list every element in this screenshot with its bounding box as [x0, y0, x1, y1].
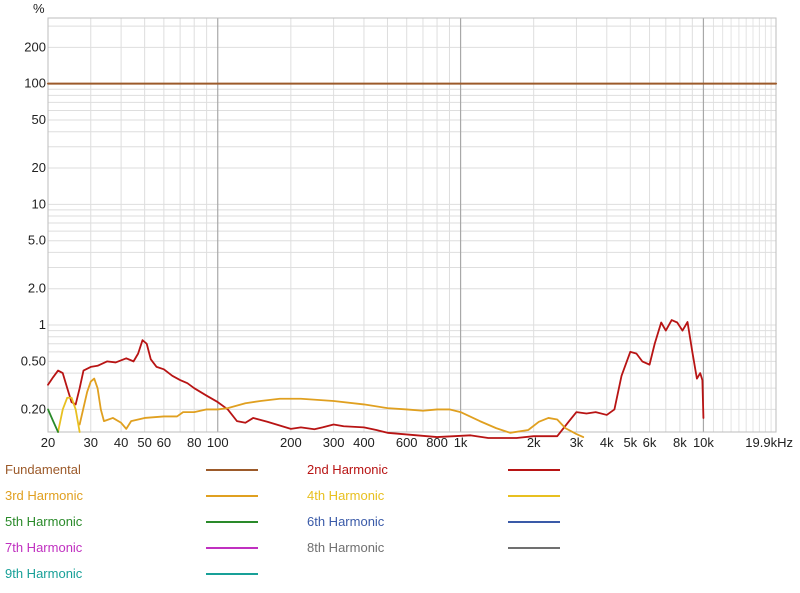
y-tick-label: 5.0	[28, 233, 46, 248]
y-tick-label: 10	[32, 196, 46, 211]
x-tick-label: 1k	[454, 435, 468, 450]
legend-swatch	[206, 495, 258, 497]
series-line-5th-harmonic	[47, 408, 59, 433]
x-tick-label: 60	[157, 435, 171, 450]
legend-item: 3rd Harmonic	[5, 486, 265, 506]
x-tick-label: 400	[353, 435, 375, 450]
x-tick-label: 50	[137, 435, 151, 450]
legend-swatch	[206, 573, 258, 575]
legend-label: Fundamental	[5, 462, 81, 477]
x-tick-label: 300	[323, 435, 345, 450]
x-tick-label: 20	[41, 435, 55, 450]
x-tick-label: 40	[114, 435, 128, 450]
legend-swatch	[206, 547, 258, 549]
legend-swatch	[206, 469, 258, 471]
x-tick-label: 3k	[570, 435, 584, 450]
x-tick-label: 80	[187, 435, 201, 450]
legend-item: 7th Harmonic	[5, 538, 265, 558]
x-tick-label: 19.9kHz	[745, 435, 793, 450]
x-tick-label: 800	[426, 435, 448, 450]
legend-label: 8th Harmonic	[307, 540, 385, 555]
legend-swatch	[508, 469, 560, 471]
legend-swatch	[508, 495, 560, 497]
y-tick-label: 20	[32, 160, 46, 175]
series-line-3rd-harmonic	[78, 377, 585, 438]
plot-frame	[47, 17, 777, 433]
legend-label: 3rd Harmonic	[5, 488, 84, 503]
y-axis-unit: %	[33, 1, 45, 16]
x-tick-label: 30	[84, 435, 98, 450]
series-layer	[47, 82, 777, 439]
distortion-chart: 200 100 50 20 10 5.0 2.0 1 0.50 0.20 20 30 40 50 60 80…	[21, 1, 793, 450]
x-tick-label: 200	[280, 435, 302, 450]
y-tick-label: 200	[24, 39, 46, 54]
legend-item: 5th Harmonic	[5, 512, 265, 532]
legend-item: Fundamental	[5, 460, 265, 480]
y-tick-label: 0.20	[21, 401, 46, 416]
x-tick-label: 8k	[673, 435, 687, 450]
legend-label: 9th Harmonic	[5, 566, 83, 581]
legend-swatch	[508, 547, 560, 549]
y-tick-labels: 200 100 50 20 10 5.0 2.0 1 0.50 0.20	[21, 39, 46, 416]
major-grid	[47, 17, 777, 433]
legend-item: 9th Harmonic	[5, 564, 265, 584]
legend-label: 4th Harmonic	[307, 488, 385, 503]
legend-swatch	[508, 521, 560, 523]
x-tick-label: 10k	[693, 435, 714, 450]
legend-item: 4th Harmonic	[307, 486, 567, 506]
legend-item: 6th Harmonic	[307, 512, 567, 532]
x-tick-label: 6k	[643, 435, 657, 450]
legend-label: 5th Harmonic	[5, 514, 83, 529]
y-tick-label: 2.0	[28, 281, 46, 296]
legend-item: 2nd Harmonic	[307, 460, 567, 480]
minor-grid	[47, 18, 776, 432]
legend-item: 8th Harmonic	[307, 538, 567, 558]
y-tick-label: 1	[39, 317, 46, 332]
y-tick-label: 50	[32, 112, 46, 127]
y-tick-label: 100	[24, 76, 46, 91]
y-tick-label: 0.50	[21, 353, 46, 368]
x-tick-labels: 20 30 40 50 60 80 100 200 300 400 600 800 1k 2k 3k 4k 5k…	[41, 435, 793, 450]
legend-label: 7th Harmonic	[5, 540, 83, 555]
series-line-2nd-harmonic	[47, 319, 705, 439]
x-tick-label: 100	[207, 435, 229, 450]
legend: Fundamental 2nd Harmonic 3rd Harmonic 4th H…	[0, 460, 800, 593]
legend-label: 6th Harmonic	[307, 514, 385, 529]
x-tick-label: 4k	[600, 435, 614, 450]
x-tick-label: 600	[396, 435, 418, 450]
x-tick-label: 2k	[527, 435, 541, 450]
x-tick-label: 5k	[623, 435, 637, 450]
legend-swatch	[206, 521, 258, 523]
series-line-4th-harmonic	[57, 396, 81, 433]
legend-label: 2nd Harmonic	[307, 462, 388, 477]
